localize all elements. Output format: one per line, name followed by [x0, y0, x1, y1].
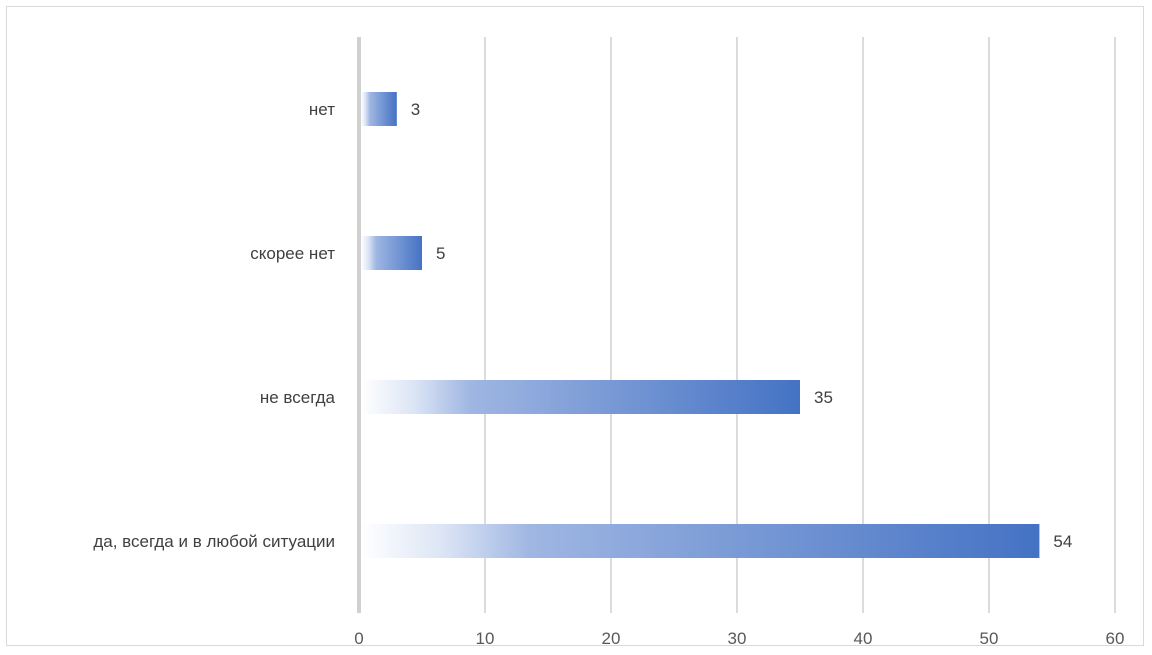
category-label-4: нет — [309, 100, 335, 119]
bar-4 — [361, 92, 397, 126]
data-label-4: 3 — [411, 100, 420, 119]
x-tick-label-0: 0 — [354, 629, 363, 647]
category-label-2: не всегда — [260, 388, 336, 407]
category-label-1: да, всегда и в любой ситуации — [93, 532, 335, 551]
bar-2 — [361, 380, 800, 414]
bars — [361, 92, 1040, 558]
bar-1 — [361, 524, 1040, 558]
x-tick-label-20: 20 — [602, 629, 621, 647]
x-tick-label-30: 30 — [728, 629, 747, 647]
data-label-3: 5 — [436, 244, 445, 263]
gridlines — [484, 37, 1116, 613]
data-label-2: 35 — [814, 388, 833, 407]
x-tick-label-10: 10 — [476, 629, 495, 647]
x-tick-label-50: 50 — [980, 629, 999, 647]
bar-3 — [361, 236, 422, 270]
data-label-1: 54 — [1053, 532, 1072, 551]
chart-area: 0 10 20 30 40 50 60 да, всегда и в любой ситуац… — [6, 6, 1144, 647]
bar-chart: 0 10 20 30 40 50 60 да, всегда и в любой ситуац… — [93, 37, 1124, 647]
labels: 0 10 20 30 40 50 60 да, всегда и в любой ситуац… — [93, 100, 1124, 647]
x-tick-label-60: 60 — [1106, 629, 1125, 647]
category-label-3: скорее нет — [250, 244, 335, 263]
x-tick-label-40: 40 — [854, 629, 873, 647]
